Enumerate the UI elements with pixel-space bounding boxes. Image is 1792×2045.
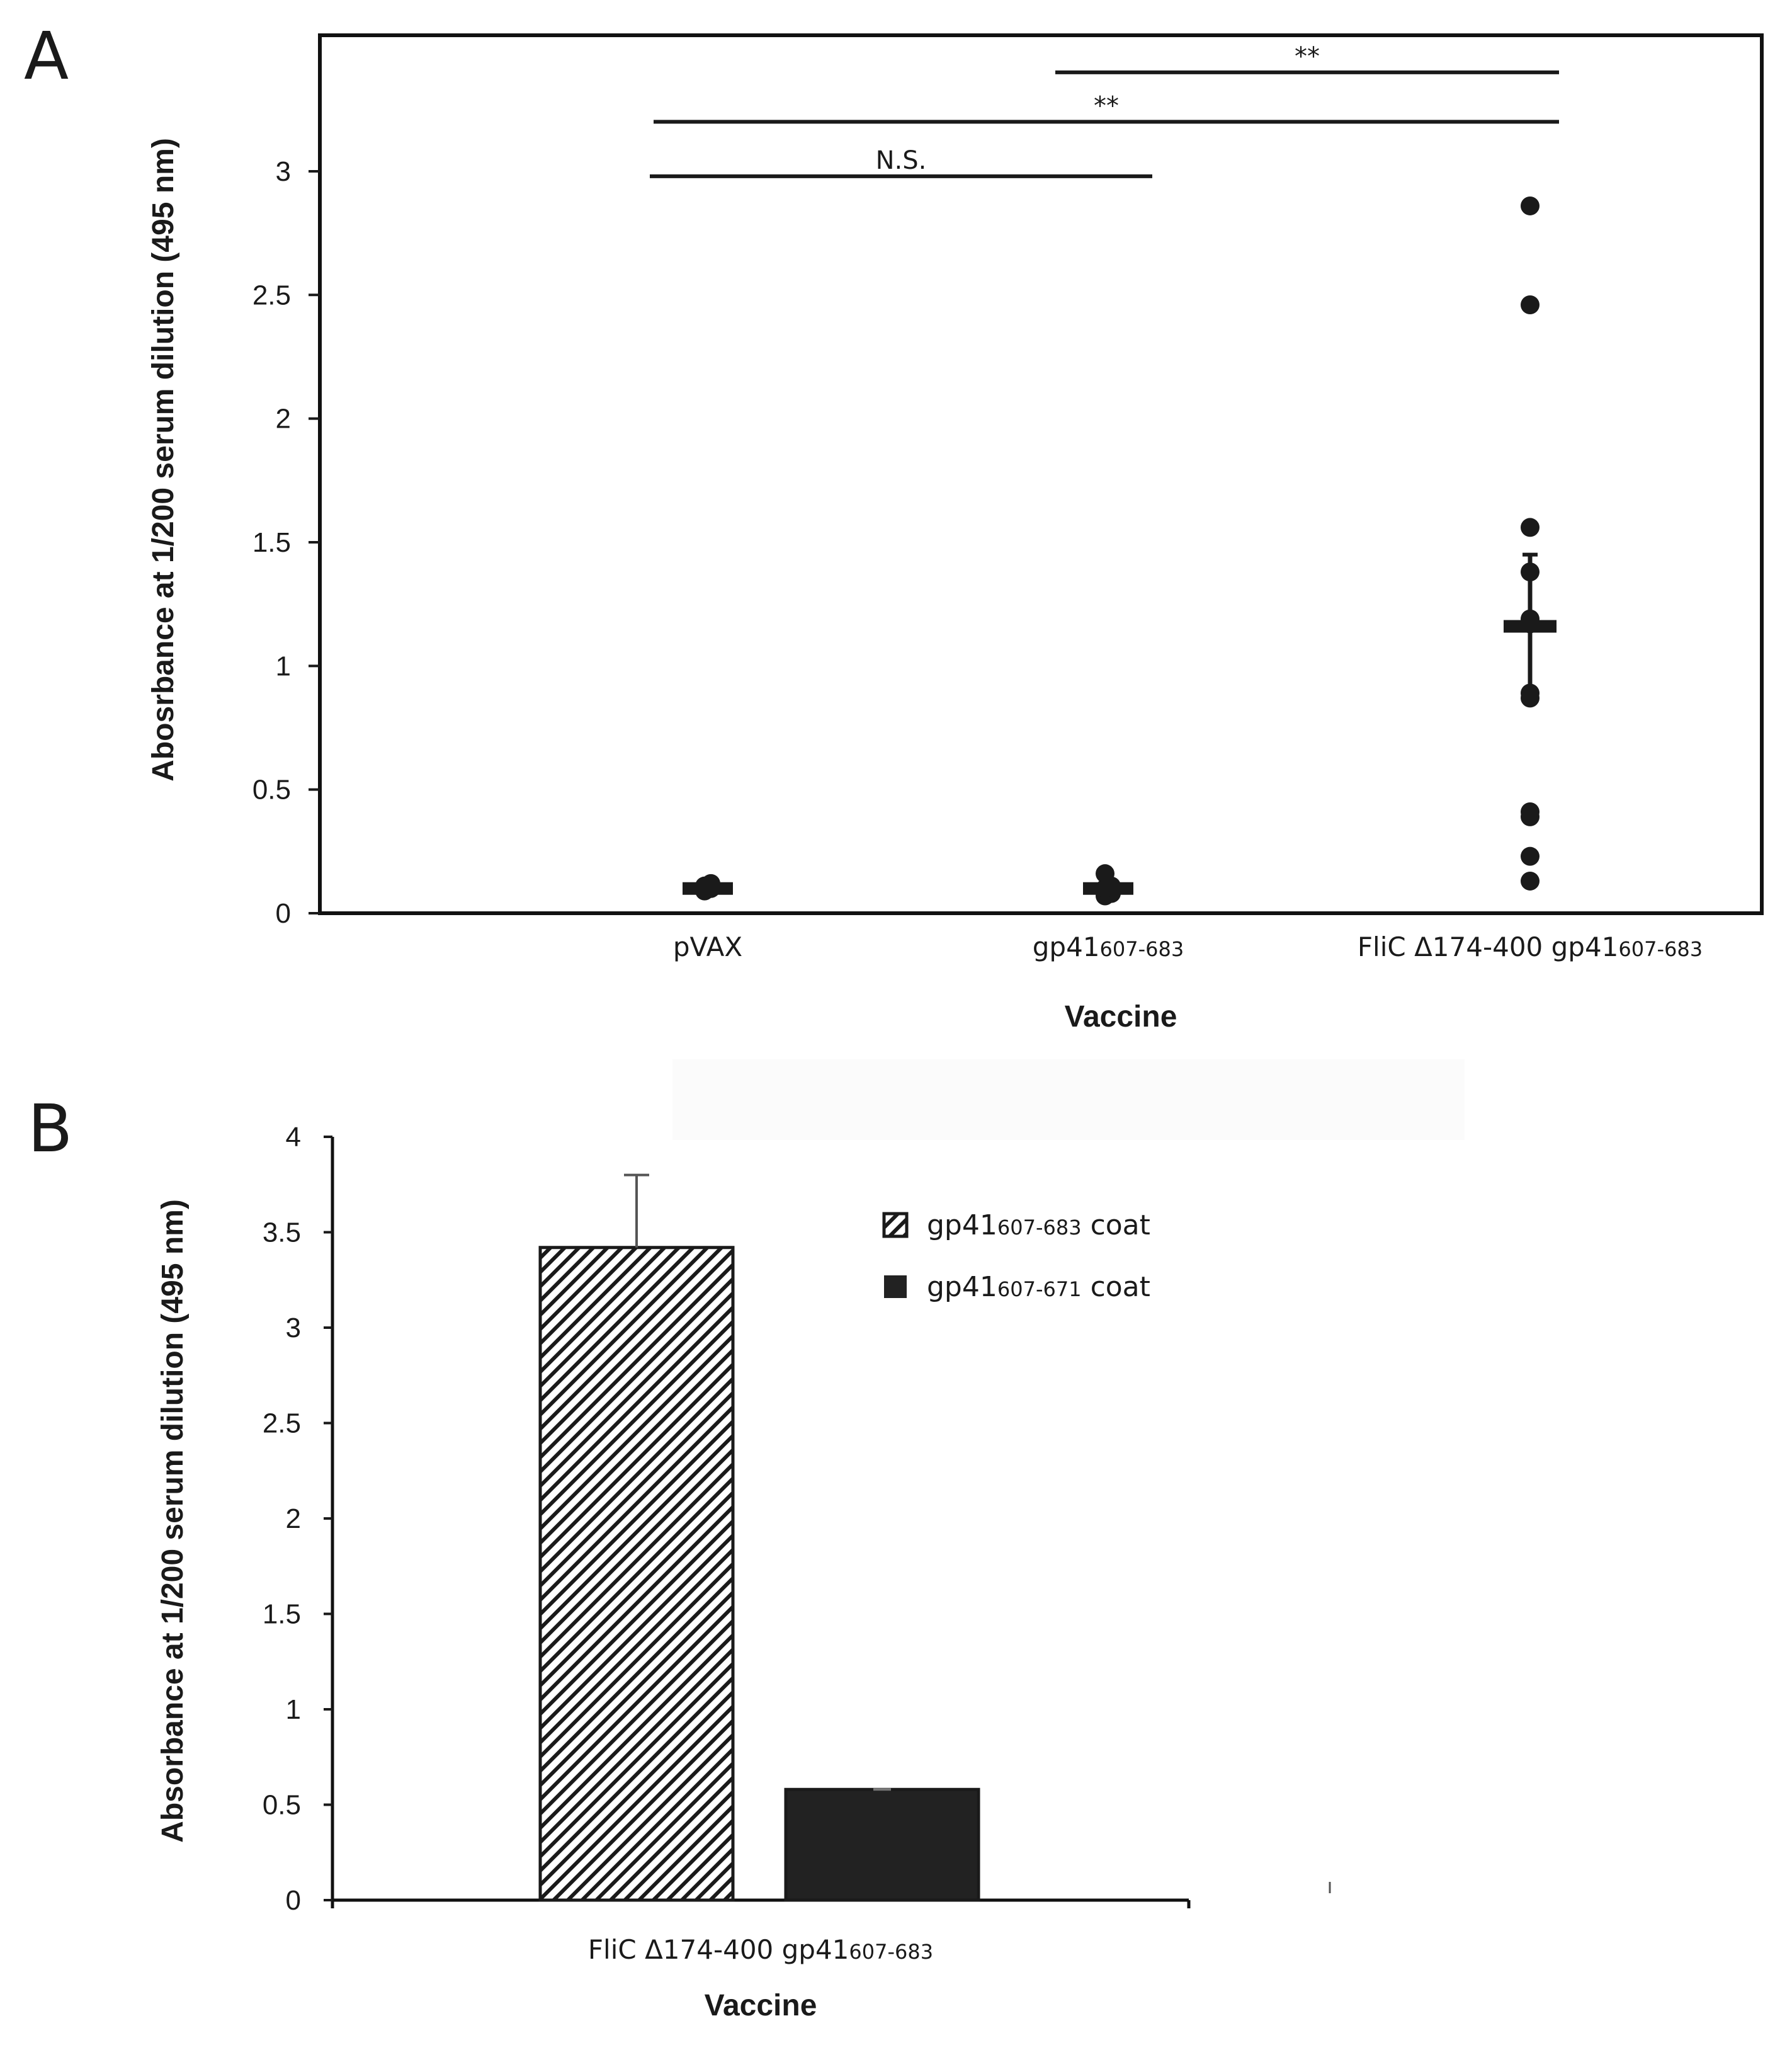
legend-label-name: gp41 — [927, 1209, 997, 1241]
panel-b-x-categories: FliC Δ174-400 gp41607-683 — [588, 1934, 933, 1965]
panel-a-y-axis: 0 0.5 1 1.5 2 2.5 3 — [252, 156, 320, 929]
panel-b-x-axis-title: Vaccine — [705, 1989, 817, 2022]
panel-a-y-tick-label: 0.5 — [252, 775, 291, 806]
data-point — [1521, 196, 1540, 215]
mean-marker — [1083, 882, 1133, 895]
panel-a-y-tick-label: 0 — [276, 898, 291, 929]
panel-a-y-tick-label: 1 — [276, 651, 291, 681]
panel-b-y-tick-label: 3.5 — [263, 1217, 301, 1248]
panel-a-y-axis-title: Abosrbance at 1/200 serum dilution (495 … — [147, 138, 180, 782]
panel-a-x-tick-label-main: FliC Δ174-400 gp41 — [1358, 931, 1619, 962]
panel-a-x-tick-label-main: gp41 — [1033, 931, 1100, 962]
legend-label-sub: 607-671 — [997, 1277, 1082, 1301]
legend-label-space — [1082, 1271, 1091, 1303]
legend-label-space — [1082, 1209, 1091, 1241]
panel-b-x-tick-label-sub: 607-683 — [849, 1940, 933, 1964]
data-point — [1521, 518, 1540, 537]
panel-a-points — [695, 196, 1540, 906]
panel-a-x-tick-label-main: pVAX — [673, 931, 742, 962]
panel-b: B Absorbance at 1/200 serum dilution (49… — [28, 1059, 1465, 2022]
panel-b-faint-patch — [672, 1059, 1465, 1140]
significance-label: ** — [1094, 91, 1119, 120]
panel-b-y-axis-title: Absorbance at 1/200 serum dilution (495 … — [156, 1199, 190, 1843]
panel-b-y-tick-label: 3 — [286, 1313, 301, 1343]
significance-label: N.S. — [876, 146, 927, 175]
panel-a-means — [683, 552, 1557, 895]
legend-label: gp41607-683 coat — [927, 1209, 1150, 1241]
panel-a-x-tick-label-sub: 607-683 — [1100, 937, 1184, 961]
panel-b-y-tick-label: 0.5 — [263, 1790, 301, 1821]
panel-b-x-tick-label: FliC Δ174-400 gp41607-683 — [588, 1934, 933, 1965]
panel-a-plot-frame — [318, 33, 1764, 915]
panel-a-letter: A — [24, 18, 69, 94]
panel-a-y-tick-label: 1.5 — [252, 527, 291, 558]
mean-marker — [683, 882, 733, 895]
data-point — [1521, 846, 1540, 866]
bar-hatched — [538, 1246, 735, 1902]
panel-a-y-tick-label: 2.5 — [252, 280, 291, 310]
mean-marker — [1504, 620, 1557, 633]
panel-a-significance: N.S. ** ** — [650, 42, 1559, 178]
panel-a: A Abosrbance at 1/200 serum dilution (49… — [24, 18, 1764, 1034]
panel-b-letter: B — [28, 1090, 72, 1167]
panel-a-x-categories: pVAX gp41607-683 FliC Δ174-400 gp41607-683 — [673, 931, 1703, 962]
legend-label-name: gp41 — [927, 1271, 997, 1303]
panel-b-y-tick-label: 2 — [286, 1503, 301, 1534]
legend-swatch-hatched — [882, 1212, 909, 1238]
panel-b-y-tick-label: 1 — [286, 1694, 301, 1725]
panel-a-y-tick-label: 2 — [276, 404, 291, 435]
data-point — [1096, 864, 1114, 884]
panel-a-x-tick-label-sub: 607-683 — [1618, 937, 1703, 961]
panel-b-y-tick-label: 0 — [286, 1885, 301, 1916]
panel-b-x-tick-label-main: FliC Δ174-400 gp41 — [588, 1934, 849, 1965]
panel-b-y-axis: 0 0.5 1 1.5 2 2.5 3 3.5 4 — [263, 1122, 332, 1916]
panel-a-x-tick-label: pVAX — [673, 931, 742, 962]
panel-a-x-tick-label: gp41607-683 — [1033, 931, 1184, 962]
legend-label-sub: 607-683 — [997, 1216, 1082, 1239]
data-point — [1521, 871, 1540, 891]
panel-b-y-tick-label: 2.5 — [263, 1408, 301, 1439]
data-point — [1521, 295, 1540, 315]
panel-b-y-tick-label: 1.5 — [263, 1599, 301, 1630]
legend-swatch-solid — [884, 1275, 907, 1298]
data-point — [1521, 802, 1540, 822]
bar-solid — [784, 1787, 980, 1902]
panel-b-y-tick-label: 4 — [286, 1122, 301, 1153]
panel-a-x-axis-title: Vaccine — [1065, 1000, 1177, 1034]
panel-a-y-tick-label: 3 — [276, 156, 291, 187]
panel-a-x-tick-label: FliC Δ174-400 gp41607-683 — [1358, 931, 1703, 962]
legend-label: gp41607-671 coat — [927, 1271, 1150, 1303]
significance-label: ** — [1295, 42, 1320, 71]
legend-label-suffix: coat — [1091, 1271, 1150, 1303]
panel-b-bars — [538, 1173, 980, 1902]
legend-label-suffix: coat — [1091, 1209, 1150, 1241]
